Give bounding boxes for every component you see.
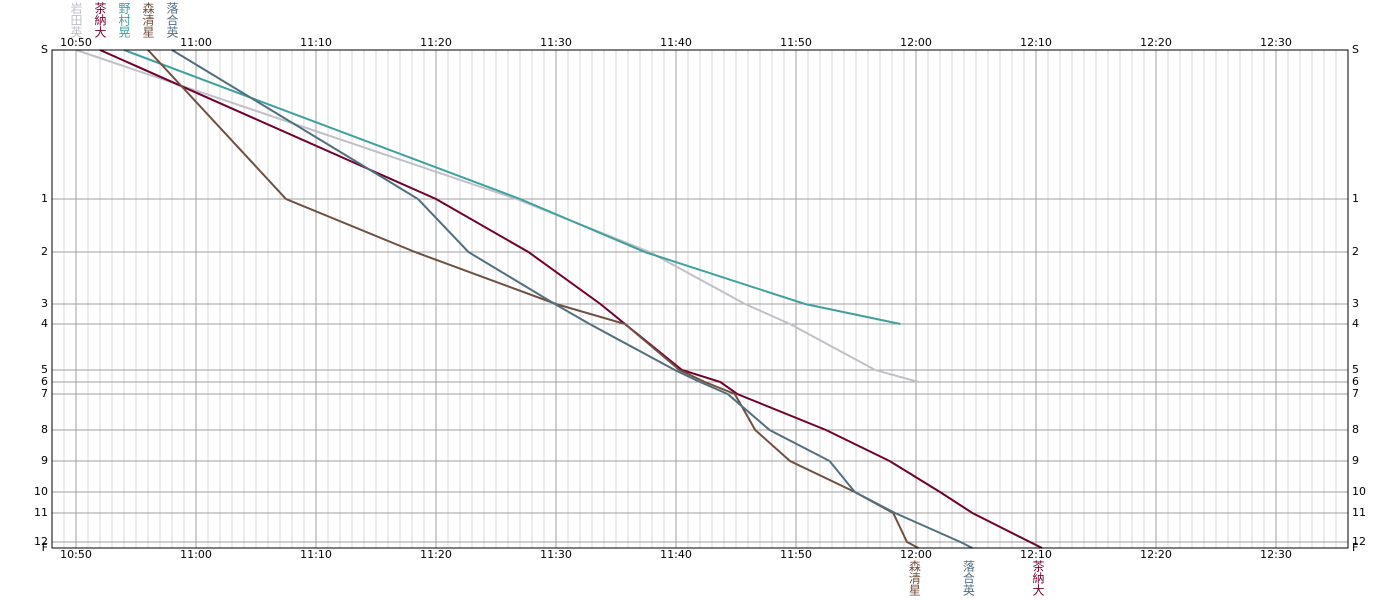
x-tick-label-bottom: 10:50 [60,548,92,561]
y-tick-label-right: 10 [1352,485,1366,498]
runner-name-top: 岩田英 [69,1,83,38]
y-tick-label-right: 9 [1352,454,1359,467]
x-tick-label-top: 11:10 [300,36,332,49]
runner-name-top: 森清星 [141,1,155,38]
runner-name-top: 野村晃 [117,2,131,38]
runner-line [123,49,901,325]
runner-line [147,49,919,549]
y-tick-label-left: 11 [34,506,48,519]
runner-name-bottom: 茶納大 [1031,559,1045,596]
runner-name-top: 落合英 [165,2,179,38]
runner-line [171,49,973,549]
x-tick-label-top: 10:50 [60,36,92,49]
y-tick-label-left: 4 [41,317,48,330]
runner-name-top: 茶納大 [93,1,107,38]
y-tick-label-left: 8 [41,423,48,436]
x-tick-label-bottom: 11:40 [660,548,692,561]
y-tick-label-left: 9 [41,454,48,467]
x-tick-label-top: 12:20 [1140,36,1172,49]
y-tick-label-right: 7 [1352,387,1359,400]
y-tick-label-right: 5 [1352,363,1359,376]
y-tick-label-left: S [41,43,48,56]
plot-frame [51,49,1349,549]
x-tick-label-top: 11:40 [660,36,692,49]
x-tick-label-top: 11:00 [180,36,212,49]
y-tick-label-left: 1 [41,192,48,205]
y-tick-label-right: 6 [1352,375,1359,388]
y-tick-label-right: F [1352,541,1358,554]
runner-name-bottom: 森清星 [907,559,921,596]
runner-line [75,49,919,383]
y-tick-label-right: 1 [1352,192,1359,205]
x-tick-label-bottom: 12:30 [1260,548,1292,561]
runner-name-bottom: 落合英 [961,560,975,596]
y-tick-label-left: 12 [34,535,48,548]
x-tick-label-top: 11:20 [420,36,452,49]
y-tick-label-left: 2 [41,245,48,258]
y-tick-label-right: 2 [1352,245,1359,258]
y-tick-label-right: 8 [1352,423,1359,436]
y-tick-label-right: 3 [1352,297,1359,310]
x-tick-label-top: 11:50 [780,36,812,49]
y-tick-label-left: 10 [34,485,48,498]
y-tick-label-left: F [42,541,48,554]
y-tick-label-right: 12 [1352,535,1366,548]
x-tick-label-top: 12:00 [900,36,932,49]
x-tick-label-top: 12:30 [1260,36,1292,49]
x-tick-label-bottom: 12:20 [1140,548,1172,561]
y-tick-label-left: 5 [41,363,48,376]
x-tick-label-top: 11:30 [540,36,572,49]
x-tick-label-top: 12:10 [1020,36,1052,49]
y-tick-label-right: 4 [1352,317,1359,330]
y-tick-label-left: 3 [41,297,48,310]
x-tick-label-bottom: 11:50 [780,548,812,561]
x-tick-label-bottom: 11:10 [300,548,332,561]
y-tick-label-left: 6 [41,375,48,388]
y-tick-label-left: 7 [41,387,48,400]
x-tick-label-bottom: 11:30 [540,548,572,561]
x-tick-label-bottom: 12:10 [1020,548,1052,561]
runner-line [99,49,1043,549]
x-tick-label-bottom: 11:00 [180,548,212,561]
y-tick-label-right: S [1352,43,1359,56]
x-tick-label-bottom: 11:20 [420,548,452,561]
x-tick-label-bottom: 12:00 [900,548,932,561]
y-tick-label-right: 11 [1352,506,1366,519]
